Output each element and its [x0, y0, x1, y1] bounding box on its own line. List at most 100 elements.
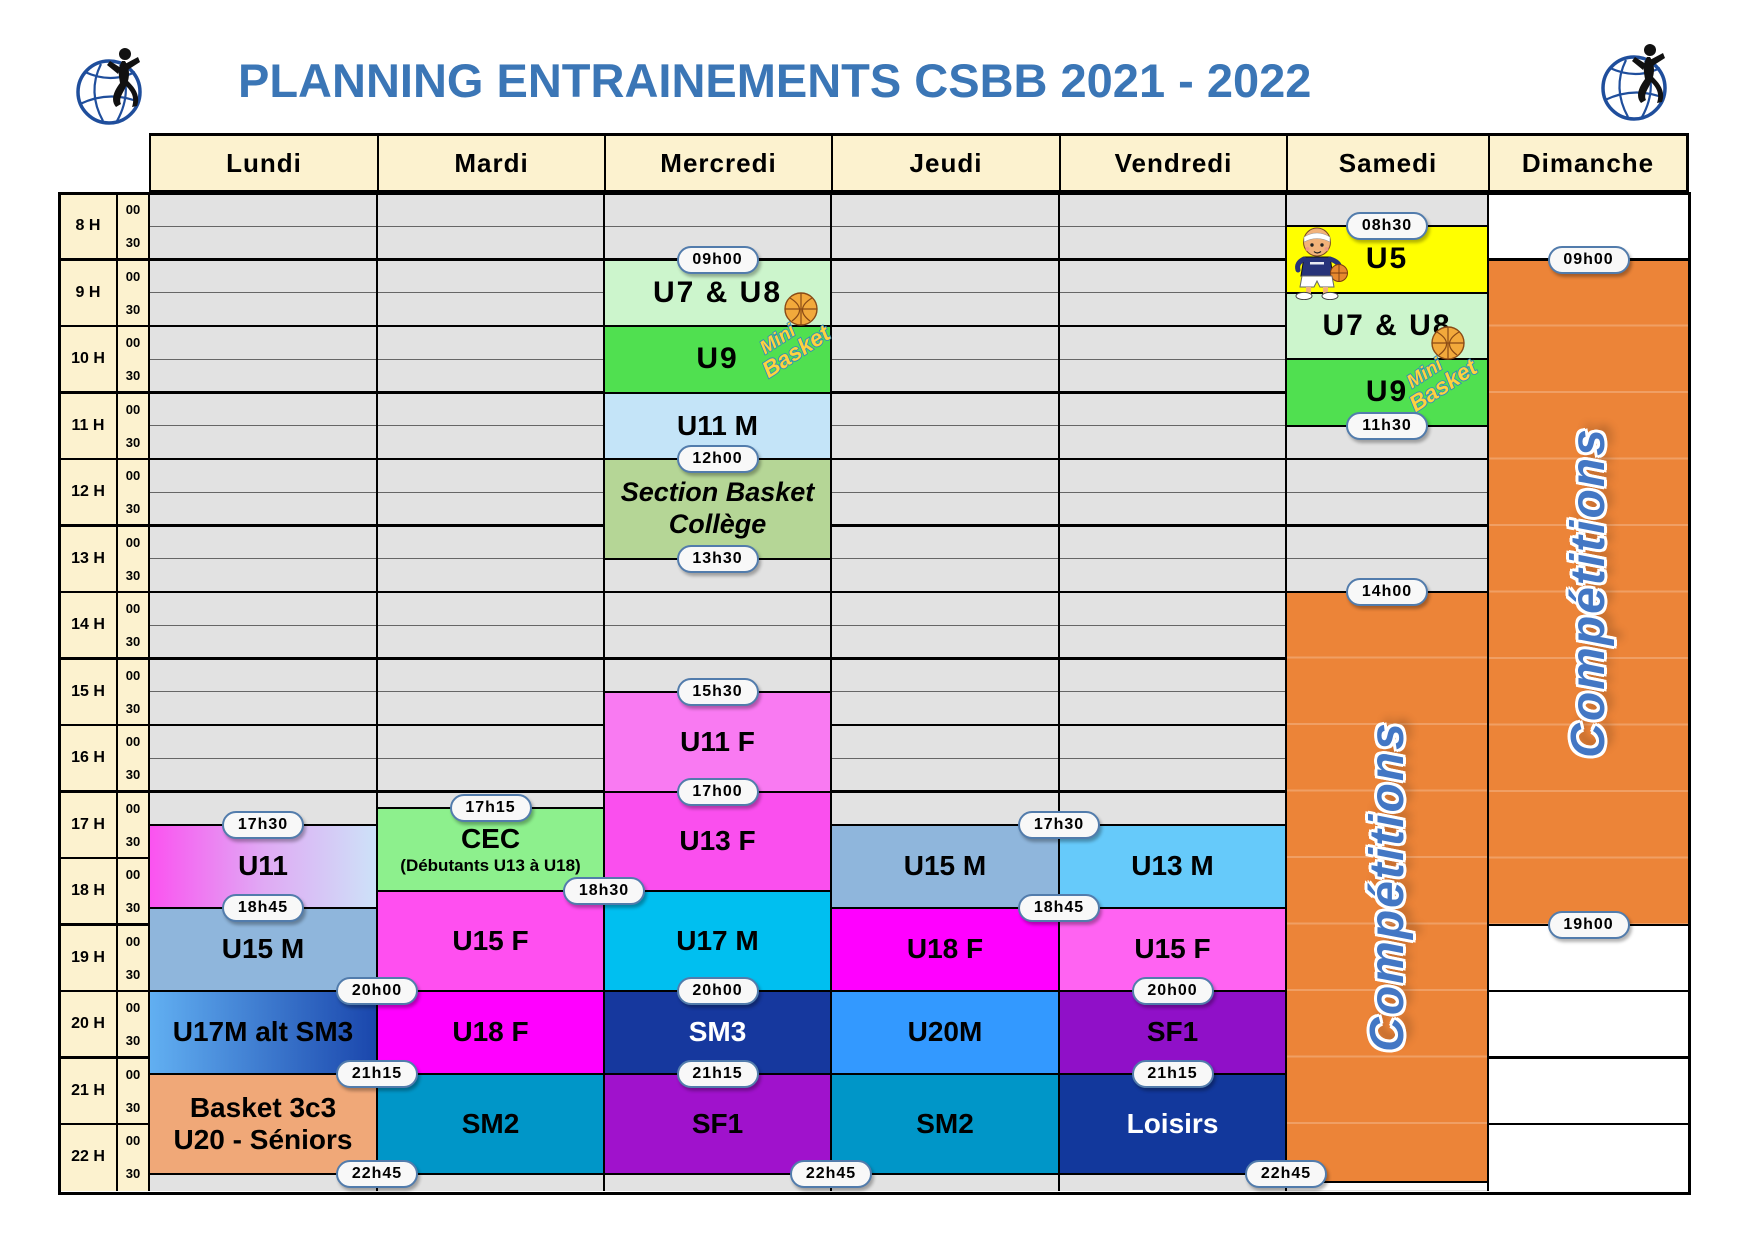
session-u20m-jeudi: U20M [831, 991, 1059, 1075]
hour-column-background [59, 193, 149, 1191]
club-logo-right-icon [1601, 44, 1667, 121]
hour-label-9-h: 9 H [75, 283, 101, 301]
kid-mascot-icon [1295, 227, 1348, 300]
grid-hour-line [59, 790, 1689, 793]
half-hour-label-00: 00 [125, 933, 141, 949]
session-u11-f-mercredi: U11 F [604, 691, 831, 792]
half-hour-label-00: 00 [125, 401, 141, 417]
session-sf1-mercredi: SF1 [604, 1074, 831, 1174]
half-hour-label-00: 00 [125, 667, 141, 683]
session-loisirs-vendredi: Loisirs [1059, 1074, 1286, 1174]
hour-label-20-h: 20 H [71, 1015, 105, 1033]
half-hour-label-00: 00 [125, 1133, 141, 1149]
session-label: U9 [1365, 375, 1409, 409]
half-hour-label-30: 30 [125, 966, 141, 982]
grid-hour-line [59, 590, 1689, 594]
grid-column-line [1687, 193, 1691, 1191]
time-badge-20h00: 20h00 [676, 977, 759, 1005]
hour-label-21-h: 21 H [71, 1081, 105, 1099]
session-label: U11 F [680, 725, 755, 757]
session-edge-line [377, 990, 604, 992]
session-u9-mercredi: U9 [604, 326, 831, 393]
session-label: U15 M [221, 933, 305, 965]
club-logo-left-icon [76, 48, 142, 125]
session-u15-m-jeudi: U15 M [831, 824, 1059, 908]
session-label: U15 F [452, 925, 529, 957]
session-label: U13 M [1131, 850, 1214, 882]
session-u17-m-mercredi: U17 M [604, 891, 831, 991]
time-badge-21h15: 21h15 [336, 1060, 418, 1089]
session-label: U7 & U8 [1322, 308, 1452, 342]
session-label: U18 F [906, 933, 984, 965]
session-label: U15 M [903, 850, 987, 882]
time-badge-17h15: 17h15 [449, 794, 532, 823]
time-badge-21h15: 21h15 [676, 1060, 759, 1089]
time-badge-22h45: 22h45 [790, 1159, 872, 1188]
time-badge-18h30: 18h30 [563, 877, 645, 906]
session-section-basket-mercredi: Section Basket Collège [604, 459, 831, 559]
time-badge-09h00: 09h00 [676, 245, 759, 274]
half-hour-label-00: 00 [125, 268, 141, 284]
session-basket-3c3-lundi: Basket 3c3 U20 - Séniors [149, 1074, 377, 1174]
grid-column-line [147, 193, 151, 1191]
grid-column-line [1057, 193, 1061, 1191]
session-edge-line [604, 1172, 831, 1175]
grid-half-hour-line [149, 225, 1488, 227]
session-label: U17M alt SM3 [172, 1016, 354, 1048]
time-badge-20h00: 20h00 [336, 977, 418, 1005]
time-badge-17h30: 17h30 [222, 810, 304, 839]
session-label: SM2 [461, 1107, 520, 1139]
session-edge-line [1286, 358, 1488, 361]
grid-hour-line [59, 391, 1689, 394]
session-edge-line [1059, 906, 1286, 909]
grid-hour-line [59, 524, 1689, 527]
session-edge-line [604, 325, 831, 327]
day-column-samedi-bottom [1286, 1181, 1488, 1191]
session-u13-f-mercredi: U13 F [604, 791, 831, 892]
day-header-samedi: Samedi [1286, 133, 1488, 193]
session-edge-line [149, 990, 377, 992]
grid-column-line [829, 193, 833, 1191]
session-label: CEC [460, 823, 521, 855]
half-hour-label-30: 30 [125, 434, 141, 450]
half-hour-label-30: 30 [125, 700, 141, 716]
session-edge-line [604, 890, 831, 893]
session-edge-line [377, 890, 604, 893]
session-label: Basket 3c3 [189, 1091, 337, 1123]
grid-hour-line [59, 324, 1689, 328]
half-hour-label-30: 30 [125, 301, 141, 317]
session-label: SM3 [688, 1016, 747, 1048]
session-label: U9 [696, 342, 739, 375]
half-hour-label-00: 00 [125, 534, 141, 550]
session-edge-line [831, 906, 1059, 909]
day-header-jeudi: Jeudi [831, 133, 1059, 193]
session-u15-f-mardi: U15 F [377, 891, 604, 991]
session-label: SM2 [916, 1107, 974, 1139]
session-label: SF1 [691, 1107, 744, 1139]
hour-label-8-h: 8 H [75, 217, 101, 235]
half-hour-label-30: 30 [125, 900, 141, 916]
session-label: U20M [907, 1016, 983, 1048]
time-badge-13h30: 13h30 [676, 544, 759, 573]
mini-basket-logo-icon: Mini Basket [755, 292, 836, 383]
session-comp-titions-samedi: Compétitions [1286, 592, 1488, 1182]
hour-column-split-line [116, 193, 118, 1191]
session-edge-line [831, 823, 1059, 826]
half-hour-label-30: 30 [125, 501, 141, 517]
hour-label-13-h: 13 H [71, 549, 105, 567]
half-hour-label-30: 30 [125, 368, 141, 384]
half-hour-label-30: 30 [125, 567, 141, 583]
session-edge-line [604, 391, 831, 394]
session-u18-f-mardi: U18 F [377, 991, 604, 1075]
session-edge-line [1059, 823, 1286, 826]
day-header-dimanche: Dimanche [1488, 133, 1689, 193]
mini-basket-logo-icon: Mini Basket [1402, 326, 1483, 417]
time-badge-11h30: 11h30 [1346, 411, 1428, 440]
grid-column-line [1486, 193, 1490, 1191]
grid-column-line [1284, 193, 1288, 1191]
session-label: U11 [238, 850, 288, 882]
half-hour-label-00: 00 [125, 202, 141, 218]
session-label: SF1 [1146, 1016, 1199, 1048]
session-sm2-jeudi: SM2 [831, 1074, 1059, 1174]
